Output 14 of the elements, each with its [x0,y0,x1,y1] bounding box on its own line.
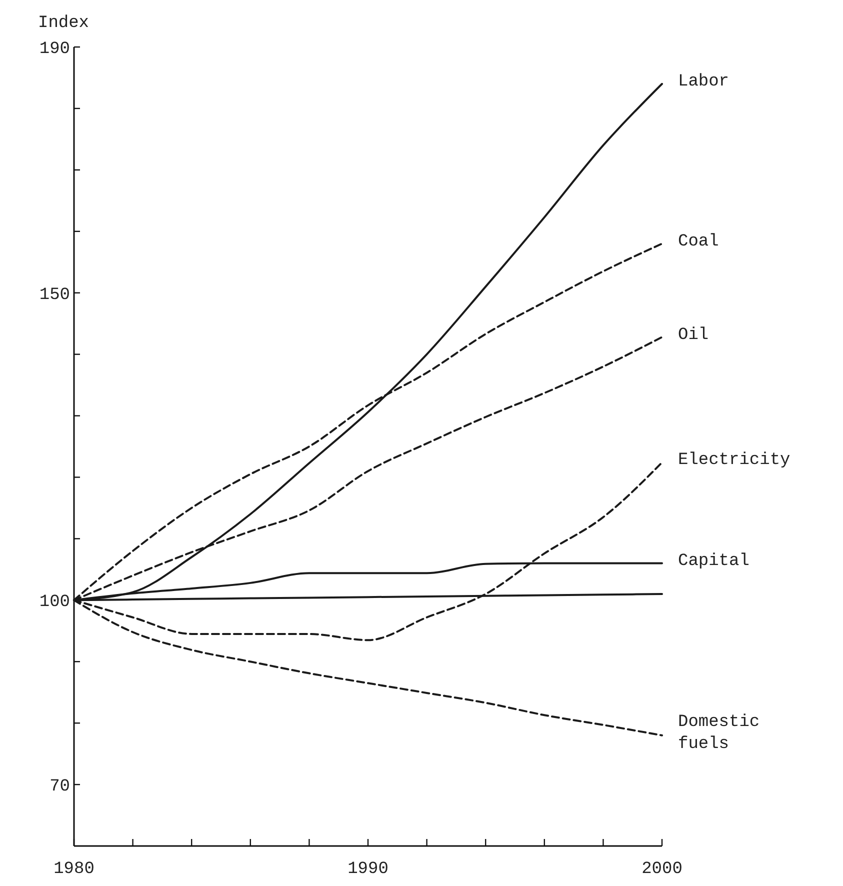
y-axis-title: Index [38,14,90,33]
series-label: Domestic fuels [678,713,760,754]
x-tick-label: 2000 [642,860,682,879]
series-label: Electricity [678,451,790,470]
y-tick-label: 100 [39,593,70,612]
y-tick-label: 150 [39,286,70,305]
y-tick-label: 190 [39,40,70,59]
x-tick-label: 1980 [54,860,94,879]
y-tick-label: 70 [50,777,70,796]
series-label: Capital [678,552,750,571]
series-label: Labor [678,72,730,92]
series-label: Coal [678,232,719,252]
x-tick-label: 1990 [348,860,388,879]
series-label: Oil [678,326,709,345]
